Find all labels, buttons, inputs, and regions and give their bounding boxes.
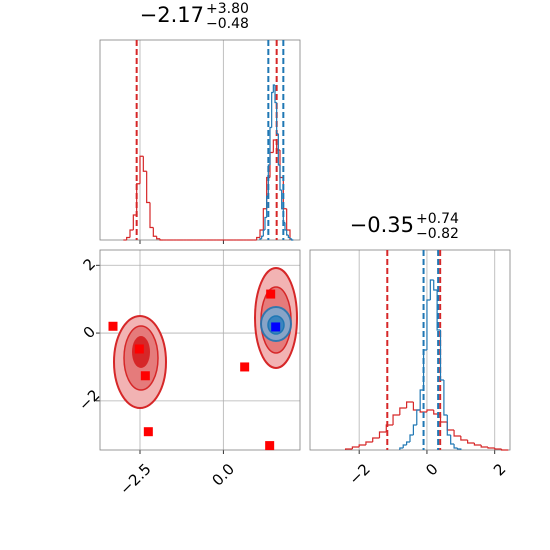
histogram-step: [269, 126, 272, 165]
histogram-step: [436, 290, 441, 331]
histogram-step: [446, 415, 451, 436]
histogram-step: [406, 441, 410, 445]
histogram-step: [289, 237, 292, 240]
histogram-step: [450, 435, 455, 445]
point: [266, 289, 276, 299]
histogram-step: [142, 156, 147, 172]
histogram-step: [271, 91, 274, 128]
histogram-step: [261, 235, 264, 239]
histogram-step: [152, 227, 157, 237]
histogram-step: [453, 444, 458, 449]
histogram-step: [264, 216, 267, 230]
histogram-step: [399, 447, 404, 450]
histogram-step: [480, 445, 488, 448]
histogram-step: [286, 230, 289, 236]
histogram-step: [406, 401, 414, 408]
y-tick-label: −2: [75, 386, 103, 414]
x-tick-label: −2: [346, 460, 374, 488]
panel-frame: [99, 249, 301, 451]
histogram-step: [351, 446, 360, 449]
histogram-step: [139, 155, 144, 184]
histogram-step: [262, 229, 265, 237]
point: [143, 427, 153, 437]
histogram-step: [159, 238, 164, 241]
point: [271, 322, 281, 332]
x-tick-label: 0.0: [208, 460, 238, 490]
histogram-step: [419, 410, 427, 413]
histogram-step: [487, 447, 495, 449]
histogram-step: [129, 229, 134, 238]
histogram-step: [392, 414, 400, 425]
point: [265, 441, 275, 451]
histogram-step: [259, 229, 264, 238]
y-tick-label: 0: [80, 323, 99, 342]
histogram-step: [494, 448, 502, 450]
histogram-step: [146, 171, 150, 204]
histogram-step: [473, 443, 482, 446]
point: [108, 321, 118, 331]
point: [240, 362, 250, 372]
title-lower: −0.82: [416, 226, 459, 242]
histogram-step: [500, 449, 509, 451]
histogram-step: [126, 236, 130, 240]
histogram-step: [453, 430, 461, 437]
title-upper: +0.74: [416, 211, 459, 227]
histogram-step: [385, 424, 394, 432]
histogram-step: [149, 202, 154, 229]
histogram-step: [426, 409, 434, 412]
histogram-step: [156, 236, 160, 240]
histogram-step: [456, 448, 462, 450]
histogram-step: [402, 444, 407, 448]
density-contours: [113, 267, 298, 409]
title-value: −2.17: [140, 3, 204, 27]
histogram-step: [439, 330, 444, 381]
title-value: −0.35: [350, 213, 414, 237]
histogram-step: [132, 214, 137, 230]
histogram-step: [429, 279, 434, 300]
point: [140, 371, 150, 381]
histogram-step: [378, 431, 387, 438]
x-tick-label: 2: [490, 460, 509, 479]
histogram-step: [286, 208, 291, 240]
title-upper: +3.80: [206, 1, 249, 17]
panel-frame: [309, 249, 511, 451]
histogram-step: [256, 236, 260, 240]
histogram-step: [467, 440, 475, 444]
histogram-step: [412, 424, 417, 435]
histogram-step: [409, 434, 414, 442]
histogram-step: [446, 422, 455, 431]
y-tick-label: 2: [80, 255, 99, 274]
histogram-step: [358, 444, 366, 447]
histogram-step: [372, 437, 380, 442]
histogram-step: [344, 448, 353, 450]
title-lower: −0.48: [206, 16, 249, 32]
histogram-step: [365, 441, 373, 445]
x-tick-label: 0: [422, 460, 441, 479]
histogram-step: [412, 402, 421, 411]
histogram-step: [399, 407, 407, 415]
histogram-step: [443, 380, 448, 416]
x-tick-label: −2.5: [116, 460, 154, 498]
histogram-step: [262, 208, 267, 230]
histogram-step: [291, 238, 294, 241]
point: [134, 344, 144, 354]
histogram-step: [419, 389, 424, 410]
histogram-step: [433, 280, 438, 291]
histogram-step: [272, 139, 277, 153]
histogram-step: [426, 299, 431, 350]
histogram-step: [460, 436, 468, 441]
histogram-step: [416, 409, 421, 425]
